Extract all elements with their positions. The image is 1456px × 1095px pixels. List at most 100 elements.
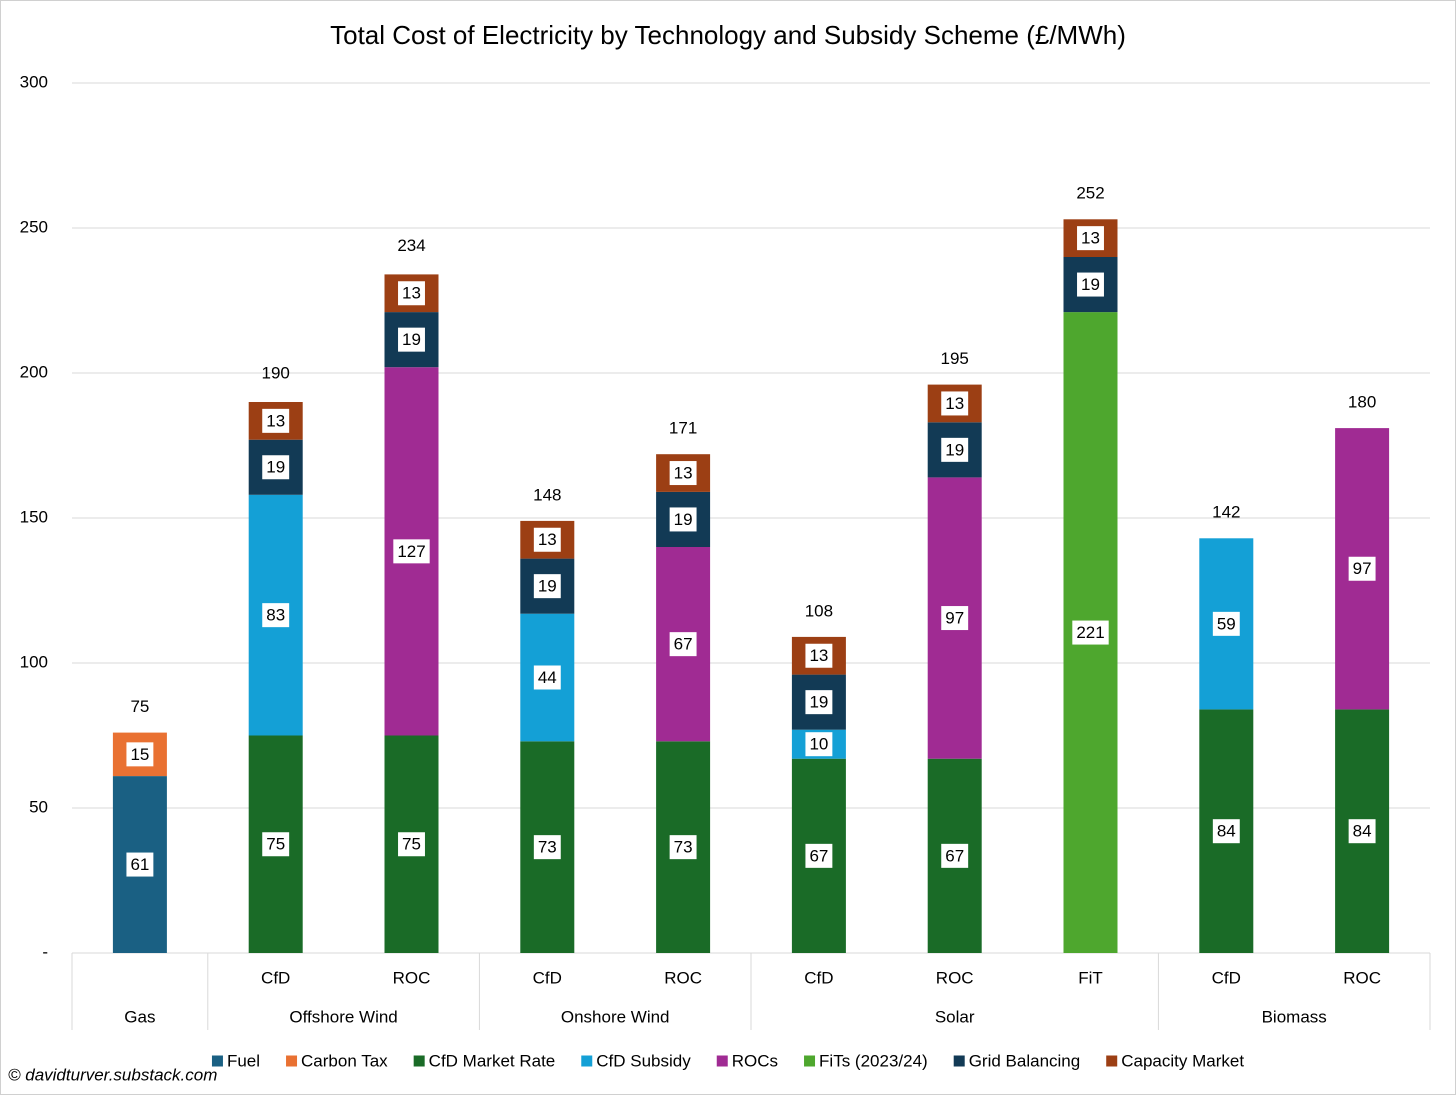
x-tick-label: ROC [664,968,702,987]
data-label-text: 75 [266,835,285,854]
legend-label: ROCs [732,1051,778,1070]
data-label: 15 [126,742,154,767]
data-label-box [262,603,290,628]
data-label: 75 [398,832,425,857]
data-label: 67 [805,843,833,868]
data-label-box [941,606,969,631]
data-label: 44 [533,665,561,690]
y-tick-label: 250 [20,217,48,236]
legend-label: CfD Market Rate [429,1051,556,1070]
data-label: 84 [1212,819,1240,844]
data-label-box [262,408,290,433]
data-label: 19 [262,455,290,480]
data-label: 73 [533,835,561,860]
data-label-text: 61 [130,855,149,874]
legend-label: Grid Balancing [969,1051,1081,1070]
total-label: 180 [1348,392,1376,411]
data-label-box [393,539,430,564]
data-label-text: 97 [945,609,964,628]
data-label: 83 [262,603,290,628]
data-label-text: 13 [538,530,557,549]
y-tick-label: 50 [29,797,48,816]
data-label-text: 75 [402,835,421,854]
x-tick-label: CfD [1212,968,1241,987]
group-label: Biomass [1262,1007,1327,1026]
x-tick-label: ROC [393,968,431,987]
data-label: 61 [126,852,154,877]
legend-label: Fuel [227,1051,260,1070]
data-label-text: 84 [1353,822,1372,841]
data-label: 19 [669,507,697,532]
data-label-text: 19 [538,577,557,596]
x-tick-label: ROC [936,968,974,987]
total-label: 75 [130,697,149,716]
total-label: 148 [533,485,561,504]
data-label-box [941,437,969,462]
data-label-text: 97 [1353,559,1372,578]
data-label-text: 19 [1081,275,1100,294]
data-label-box [941,843,969,868]
legend-label: FiTs (2023/24) [819,1051,928,1070]
group-label: Gas [124,1007,155,1026]
data-label-box [805,732,833,757]
data-label-box [533,527,561,552]
data-label: 19 [1077,272,1104,297]
y-tick-label: 150 [20,507,48,526]
data-label: 13 [669,461,697,486]
data-label: 127 [393,539,430,564]
legend-item: CfD Subsidy [581,1051,691,1070]
data-label-text: 19 [402,330,421,349]
data-label-box [398,832,425,857]
data-label-box [669,507,697,532]
data-label-box [126,742,154,767]
data-label: 97 [941,606,969,631]
total-label: 195 [941,349,969,368]
data-label-box [805,690,833,715]
total-label: 234 [397,236,425,255]
data-label: 13 [262,408,290,433]
data-label-box [398,327,425,352]
total-label: 190 [262,363,290,382]
legend-item: FiTs (2023/24) [804,1051,928,1070]
data-label-text: 67 [809,846,828,865]
x-tick-label: CfD [261,968,290,987]
legend-swatch [804,1055,816,1067]
legend-item: CfD Market Rate [413,1051,556,1070]
data-label: 13 [941,391,969,416]
data-label: 13 [805,643,833,668]
legend-label: Carbon Tax [301,1051,388,1070]
credit: © davidturver.substack.com [8,1065,217,1084]
data-label: 19 [398,327,425,352]
data-label-text: 19 [945,440,964,459]
x-tick-label: CfD [533,968,562,987]
data-label-text: 59 [1217,614,1236,633]
x-tick-label: ROC [1343,968,1381,987]
legend-swatch [716,1055,728,1067]
data-label: 13 [398,281,425,306]
data-label-box [533,665,561,690]
data-label-box [1072,620,1109,645]
data-label-box [805,643,833,668]
data-label-text: 73 [674,838,693,857]
group-label: Solar [935,1007,975,1026]
data-label-box [1348,819,1376,844]
data-label: 19 [941,437,969,462]
legend-swatch [581,1055,593,1067]
total-label: 252 [1076,184,1104,203]
legend-label: Capacity Market [1121,1051,1244,1070]
legend-swatch [286,1055,298,1067]
legend-swatch [413,1055,425,1067]
data-label-text: 13 [266,411,285,430]
data-label-text: 83 [266,606,285,625]
legend-item: Carbon Tax [286,1051,388,1070]
data-label: 13 [533,527,561,552]
data-label-box [398,281,425,306]
data-label-text: 44 [538,668,557,687]
data-label-text: 19 [674,510,693,529]
legend-item: Fuel [211,1051,260,1070]
total-label: 171 [669,419,697,438]
data-label-box [669,632,697,657]
data-label-box [669,835,697,860]
data-label-box [533,835,561,860]
legend-item: Grid Balancing [953,1051,1081,1070]
